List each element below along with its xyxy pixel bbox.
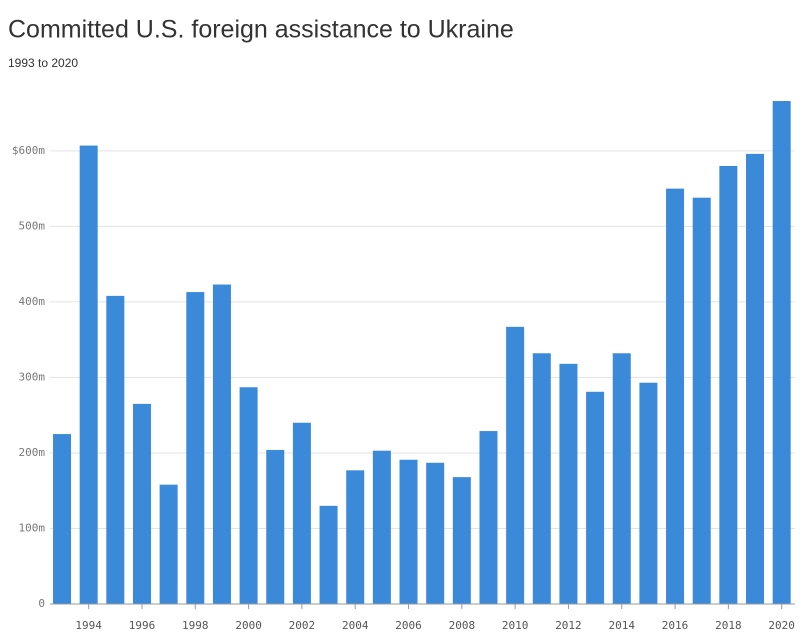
bar (212, 284, 231, 604)
x-tick-label: 2018 (715, 619, 742, 632)
bar (372, 450, 391, 604)
bar (319, 505, 338, 604)
bar (106, 295, 125, 604)
bar (772, 101, 791, 604)
y-tick-label: 200m (19, 446, 46, 459)
bar (746, 153, 765, 604)
x-tick-label: 2014 (609, 619, 636, 632)
bar (159, 484, 178, 604)
bar (532, 353, 551, 604)
y-tick-label: 300m (19, 370, 46, 383)
bar (426, 462, 445, 604)
bar (639, 382, 658, 604)
x-tick-label: 2016 (662, 619, 689, 632)
bar (586, 391, 605, 604)
bar (346, 470, 365, 604)
bar (506, 326, 525, 604)
bar (292, 422, 311, 604)
bar (559, 363, 578, 604)
x-tick-label: 2002 (289, 619, 316, 632)
y-tick-label: 0 (38, 597, 45, 610)
x-tick-label: 1994 (75, 619, 102, 632)
x-tick-label: 1996 (129, 619, 156, 632)
bar (79, 145, 98, 604)
x-tick-label: 2008 (449, 619, 476, 632)
y-tick-label: $600m (12, 144, 45, 157)
chart-title: Committed U.S. foreign assistance to Ukr… (8, 16, 514, 44)
bar (719, 165, 738, 604)
x-tick-label: 2004 (342, 619, 369, 632)
x-tick-label: 2020 (768, 619, 795, 632)
bar (452, 477, 471, 604)
bar (666, 188, 685, 604)
bar (186, 292, 205, 604)
bar (266, 449, 285, 604)
y-tick-label: 400m (19, 295, 46, 308)
x-tick-label: 2000 (235, 619, 262, 632)
bar (612, 353, 631, 604)
bar (479, 431, 498, 604)
x-tick-label: 2010 (502, 619, 529, 632)
x-tick-label: 2012 (555, 619, 582, 632)
bar (692, 197, 711, 604)
chart-subtitle: 1993 to 2020 (8, 56, 78, 70)
x-tick-label: 2006 (395, 619, 422, 632)
y-tick-label: 100m (19, 521, 46, 534)
x-tick-label: 1998 (182, 619, 209, 632)
bar (53, 434, 72, 604)
bar (399, 459, 418, 604)
y-tick-label: 500m (19, 219, 46, 232)
bar (239, 387, 258, 604)
bar (132, 403, 151, 604)
